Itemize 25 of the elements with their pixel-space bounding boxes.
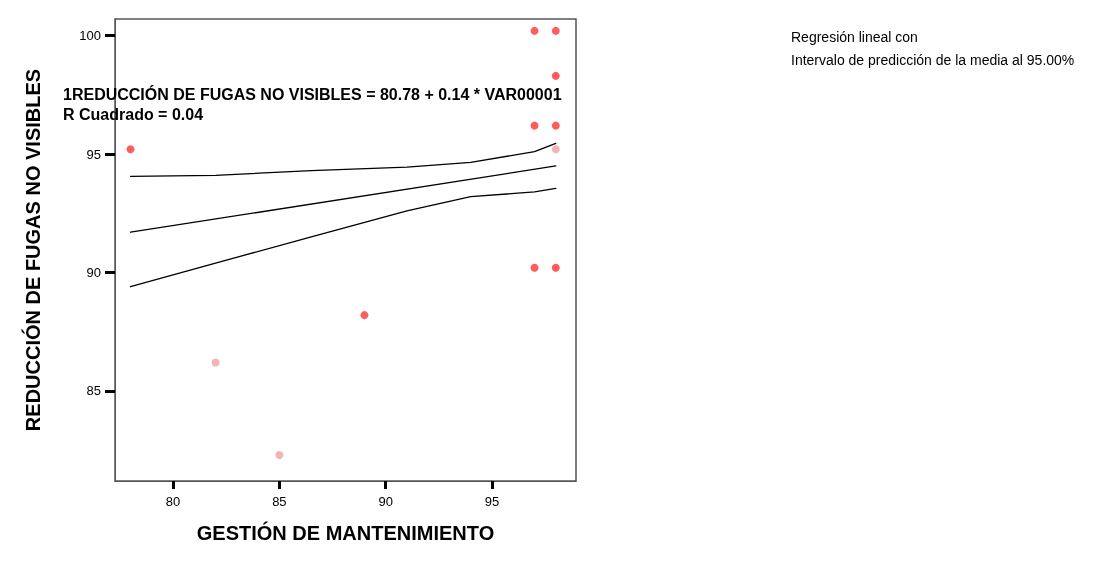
point — [551, 71, 560, 80]
point — [551, 121, 560, 130]
y-tick-label: 90 — [86, 265, 101, 281]
y-tick-label: 95 — [86, 146, 101, 162]
text: Intervalo de predicción de la media al 95.00% — [791, 52, 1075, 68]
point — [551, 26, 560, 35]
point — [360, 311, 369, 320]
x-axis-title: GESTIÓN DE MANTENIMIENTO — [196, 521, 495, 544]
x-tick-label: 90 — [378, 494, 393, 509]
x-tick-label: 85 — [272, 494, 287, 509]
point — [211, 358, 220, 367]
point — [126, 145, 135, 154]
y-tick-label: 85 — [86, 383, 101, 399]
y-tick-label: 100 — [79, 28, 101, 44]
point — [551, 263, 560, 272]
point — [530, 263, 539, 272]
point — [275, 450, 284, 459]
x-tick-label: 95 — [484, 494, 500, 509]
x-tick-label: 80 — [165, 494, 181, 509]
point — [551, 145, 560, 154]
line-series — [129, 187, 557, 288]
point — [530, 26, 539, 35]
y-axis-title: REDUCCIÓN DE FUGAS NO VISIBLES — [21, 68, 44, 432]
point — [530, 121, 539, 130]
text: Regresión lineal con — [791, 29, 918, 45]
